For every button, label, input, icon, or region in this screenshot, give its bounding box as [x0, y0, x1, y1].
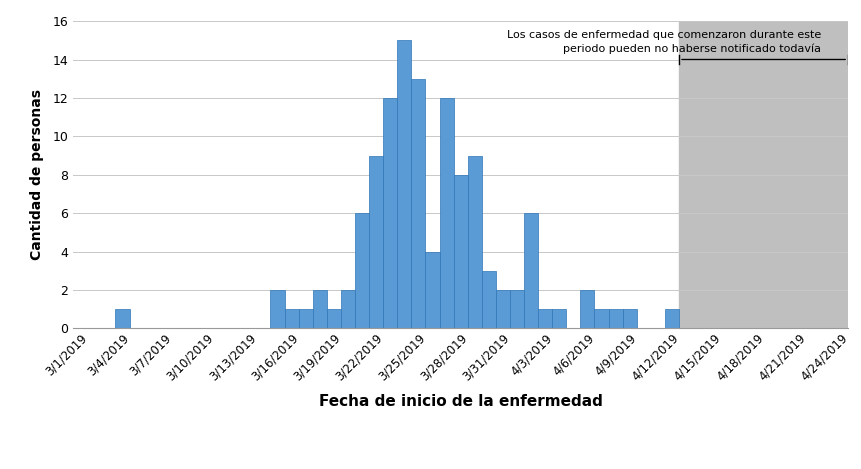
Bar — [482, 271, 496, 328]
Bar — [524, 213, 538, 328]
Bar — [327, 309, 341, 328]
Bar — [552, 309, 567, 328]
Bar — [439, 98, 454, 328]
Bar — [538, 309, 552, 328]
Bar — [341, 290, 355, 328]
Bar — [299, 309, 313, 328]
Bar — [270, 290, 284, 328]
Bar — [665, 309, 679, 328]
Text: Los casos de enfermedad que comenzaron durante este
periodo pueden no haberse no: Los casos de enfermedad que comenzaron d… — [507, 30, 821, 54]
Bar — [454, 175, 468, 328]
Bar — [313, 290, 327, 328]
Bar — [609, 309, 623, 328]
Bar — [623, 309, 637, 328]
X-axis label: Fecha de inicio de la enfermedad: Fecha de inicio de la enfermedad — [319, 394, 603, 409]
Bar — [355, 213, 369, 328]
Bar — [383, 98, 397, 328]
Bar — [412, 79, 425, 328]
Bar — [397, 40, 412, 328]
Bar — [115, 309, 129, 328]
Bar — [425, 251, 439, 328]
Bar — [679, 21, 848, 328]
Bar — [496, 290, 510, 328]
Bar — [369, 156, 383, 328]
Bar — [510, 290, 524, 328]
Bar — [284, 309, 299, 328]
Y-axis label: Cantidad de personas: Cantidad de personas — [30, 89, 44, 260]
Bar — [580, 290, 594, 328]
Bar — [594, 309, 609, 328]
Bar — [468, 156, 482, 328]
